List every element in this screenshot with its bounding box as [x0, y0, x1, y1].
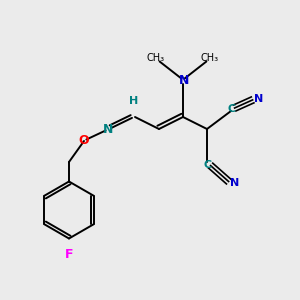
Text: F: F	[65, 248, 73, 262]
Text: N: N	[178, 74, 189, 88]
Text: N: N	[103, 122, 113, 136]
Text: CH₃: CH₃	[201, 53, 219, 64]
Text: N: N	[230, 178, 239, 188]
Text: CH₃: CH₃	[147, 53, 165, 64]
Text: O: O	[79, 134, 89, 148]
Text: H: H	[129, 95, 138, 106]
Text: C: C	[204, 160, 212, 170]
Text: C: C	[228, 104, 236, 115]
Text: N: N	[254, 94, 263, 104]
